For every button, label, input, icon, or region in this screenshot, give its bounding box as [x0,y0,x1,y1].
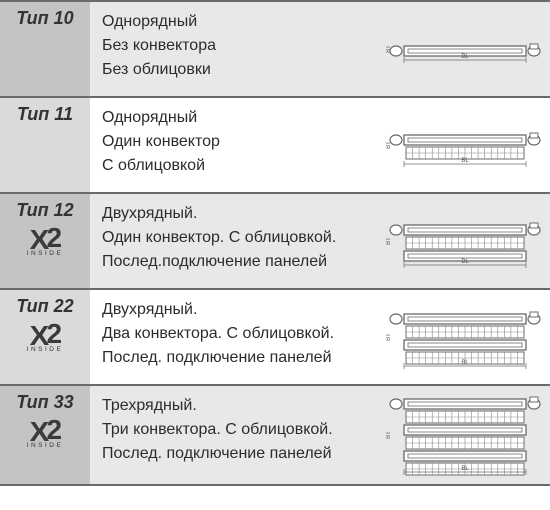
description-line: Послед.подключение панелей [102,250,368,274]
type-label-cell: Тип 12 X2INSIDE [0,194,90,288]
type-label: Тип 12 [16,200,73,221]
description-line: Однорядный [102,10,368,34]
type-row: Тип 22 X2INSIDE Двухрядный.Два конвектора.… [0,288,550,384]
x2-logo: X2INSIDE [27,227,64,257]
svg-text:BL: BL [461,466,469,472]
type-label: Тип 33 [16,392,73,413]
radiator-diagram: BT BL [386,304,544,370]
diagram-cell: BT BL [380,290,550,384]
description-line: Один конвектор [102,130,368,154]
svg-text:BL: BL [461,54,469,60]
diagram-cell: BT BL [380,2,550,96]
radiator-diagram: BT BL [386,122,544,168]
description-line: Однорядный [102,106,368,130]
svg-text:BL: BL [461,259,469,265]
diagram-cell: BT BL [380,386,550,484]
diagram-cell: BT BL [380,98,550,192]
description-cell: ОднорядныйБез конвектораБез облицовки [90,2,380,96]
description-cell: Двухрядный.Один конвектор. С облицовкой.… [90,194,380,288]
description-line: Трехрядный. [102,394,368,418]
radiator-diagram: BT BL [386,34,544,64]
description-cell: ОднорядныйОдин конвекторС облицовкой [90,98,380,192]
x2-logo: X2INSIDE [27,323,64,353]
type-label: Тип 11 [17,104,73,125]
svg-text:BL: BL [461,360,469,366]
type-label-cell: Тип 11 [0,98,90,192]
type-label-cell: Тип 10 [0,2,90,96]
type-row: Тип 12 X2INSIDE Двухрядный.Один конвектор.… [0,192,550,288]
description-line: Послед. подключение панелей [102,346,368,370]
type-label-cell: Тип 22 X2INSIDE [0,290,90,384]
svg-text:BT: BT [386,333,392,341]
description-line: С облицовкой [102,154,368,178]
svg-text:BL: BL [461,158,469,164]
radiator-diagram: BT BL [386,394,544,476]
svg-text:BT: BT [386,45,392,53]
x2-logo: X2INSIDE [27,419,64,449]
description-line: Двухрядный. [102,202,368,226]
description-line: Один конвектор. С облицовкой. [102,226,368,250]
description-cell: Трехрядный.Три конвектора. С облицовкой.… [90,386,380,484]
description-cell: Двухрядный.Два конвектора. С облицовкой.… [90,290,380,384]
type-row: Тип 10 ОднорядныйБез конвектораБез облицо… [0,0,550,96]
type-label-cell: Тип 33 X2INSIDE [0,386,90,484]
type-label: Тип 22 [16,296,73,317]
type-label: Тип 10 [16,8,73,29]
description-line: Послед. подключение панелей [102,442,368,466]
radiator-type-table: Тип 10ОднорядныйБез конвектораБез облицо… [0,0,550,486]
svg-text:BT: BT [386,237,392,245]
type-row: Тип 11 ОднорядныйОдин конвекторС облицовк… [0,96,550,192]
x2-logo-text: X2 [30,323,60,348]
diagram-cell: BT BL [380,194,550,288]
radiator-diagram: BT BL [386,213,544,269]
svg-text:BT: BT [386,431,392,439]
x2-logo-text: X2 [30,419,60,444]
svg-text:BT: BT [386,141,392,149]
description-line: Двухрядный. [102,298,368,322]
description-line: Без облицовки [102,58,368,82]
x2-logo-text: X2 [30,227,60,252]
description-line: Два конвектора. С облицовкой. [102,322,368,346]
description-line: Без конвектора [102,34,368,58]
description-line: Три конвектора. С облицовкой. [102,418,368,442]
type-row: Тип 33 X2INSIDE Трехрядный.Три конвектора.… [0,384,550,486]
